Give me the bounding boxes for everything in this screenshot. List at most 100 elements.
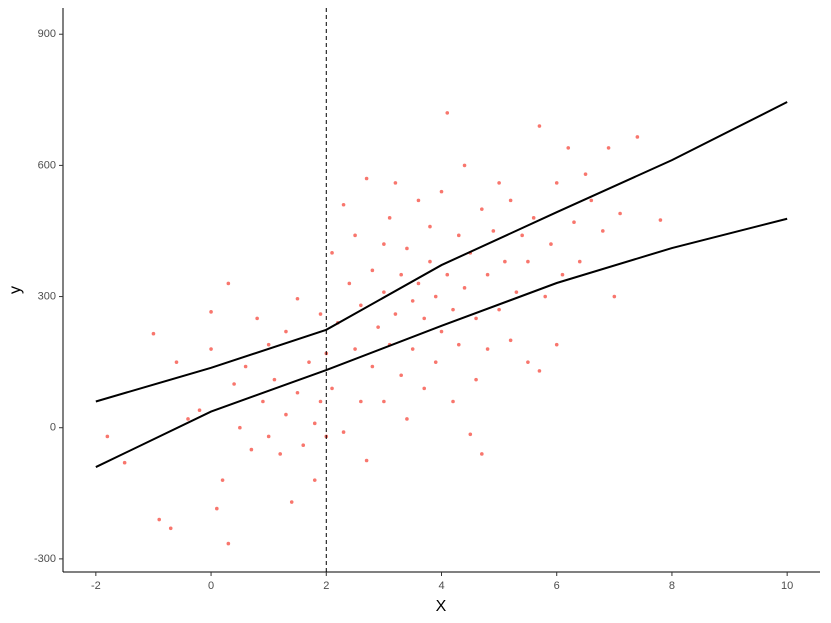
- point: [554, 342, 559, 347]
- point: [462, 163, 467, 168]
- point: [295, 390, 300, 395]
- point: [284, 329, 288, 334]
- point: [393, 181, 398, 185]
- point: [341, 430, 346, 434]
- point: [174, 360, 179, 364]
- point: [399, 272, 403, 277]
- point: [312, 421, 317, 426]
- point: [226, 541, 231, 546]
- point: [577, 259, 582, 264]
- point: [289, 500, 294, 504]
- point: [445, 272, 450, 277]
- point: [589, 198, 594, 203]
- point: [318, 312, 323, 316]
- point: [606, 146, 611, 150]
- point: [503, 259, 507, 264]
- point: [618, 211, 622, 216]
- point: [312, 478, 317, 482]
- point: [508, 198, 513, 203]
- point: [301, 443, 306, 448]
- point: [382, 399, 386, 404]
- point: [359, 303, 363, 308]
- y-tick-label: 300: [38, 290, 56, 302]
- point: [514, 290, 519, 294]
- point: [485, 272, 490, 277]
- point: [382, 290, 386, 294]
- point: [243, 364, 248, 369]
- x-tick-label: 2: [323, 580, 329, 592]
- fit-line: [95, 101, 788, 403]
- point: [416, 281, 421, 286]
- point: [474, 316, 478, 321]
- point: [422, 386, 427, 391]
- point: [249, 447, 254, 452]
- point: [226, 281, 231, 286]
- point: [347, 281, 352, 286]
- y-tick-label: -300: [34, 553, 56, 565]
- point: [330, 251, 334, 255]
- point: [416, 198, 421, 203]
- point: [261, 399, 265, 404]
- x-tick-label: -2: [91, 580, 101, 592]
- point: [278, 452, 282, 456]
- x-tick-label: 4: [438, 580, 444, 592]
- point: [318, 399, 323, 404]
- point: [433, 360, 438, 364]
- point: [612, 294, 617, 299]
- point: [330, 386, 334, 391]
- point: [480, 207, 484, 211]
- point: [549, 242, 553, 246]
- point: [410, 347, 415, 351]
- point: [410, 299, 415, 303]
- point: [508, 338, 513, 343]
- point: [543, 294, 547, 299]
- point: [480, 452, 484, 456]
- y-axis-title: y: [7, 286, 24, 294]
- point: [215, 506, 219, 511]
- x-tick-label: 0: [208, 580, 214, 592]
- point: [364, 458, 369, 463]
- point: [105, 434, 110, 439]
- x-tick-label: 10: [781, 580, 793, 592]
- point: [601, 229, 605, 233]
- x-tick-label: 6: [554, 580, 560, 592]
- point: [238, 425, 242, 430]
- y-tick-label: 900: [38, 28, 56, 40]
- point: [537, 369, 542, 373]
- point: [462, 286, 467, 290]
- point: [531, 216, 536, 220]
- point: [456, 233, 461, 238]
- point: [387, 216, 392, 220]
- point: [572, 220, 576, 225]
- y-tick-label: 600: [38, 159, 56, 171]
- point: [566, 146, 571, 150]
- point: [485, 347, 490, 351]
- point: [405, 246, 409, 251]
- point: [295, 296, 300, 301]
- point: [399, 373, 403, 378]
- point: [433, 294, 438, 299]
- point: [405, 417, 409, 421]
- point: [491, 229, 496, 233]
- fit-line: [95, 217, 788, 468]
- point: [209, 310, 213, 314]
- point: [635, 135, 640, 139]
- point: [122, 460, 127, 465]
- point: [364, 176, 369, 181]
- point: [209, 347, 213, 351]
- point: [197, 408, 202, 413]
- point: [439, 329, 444, 334]
- point: [445, 111, 450, 115]
- point: [428, 224, 432, 229]
- point: [583, 172, 588, 176]
- point: [537, 124, 542, 128]
- point: [658, 218, 663, 222]
- point: [220, 478, 225, 482]
- point: [393, 312, 398, 316]
- point: [255, 316, 259, 321]
- point: [157, 517, 162, 522]
- point: [376, 325, 380, 329]
- point: [451, 399, 455, 404]
- point: [554, 181, 559, 185]
- point: [520, 233, 524, 238]
